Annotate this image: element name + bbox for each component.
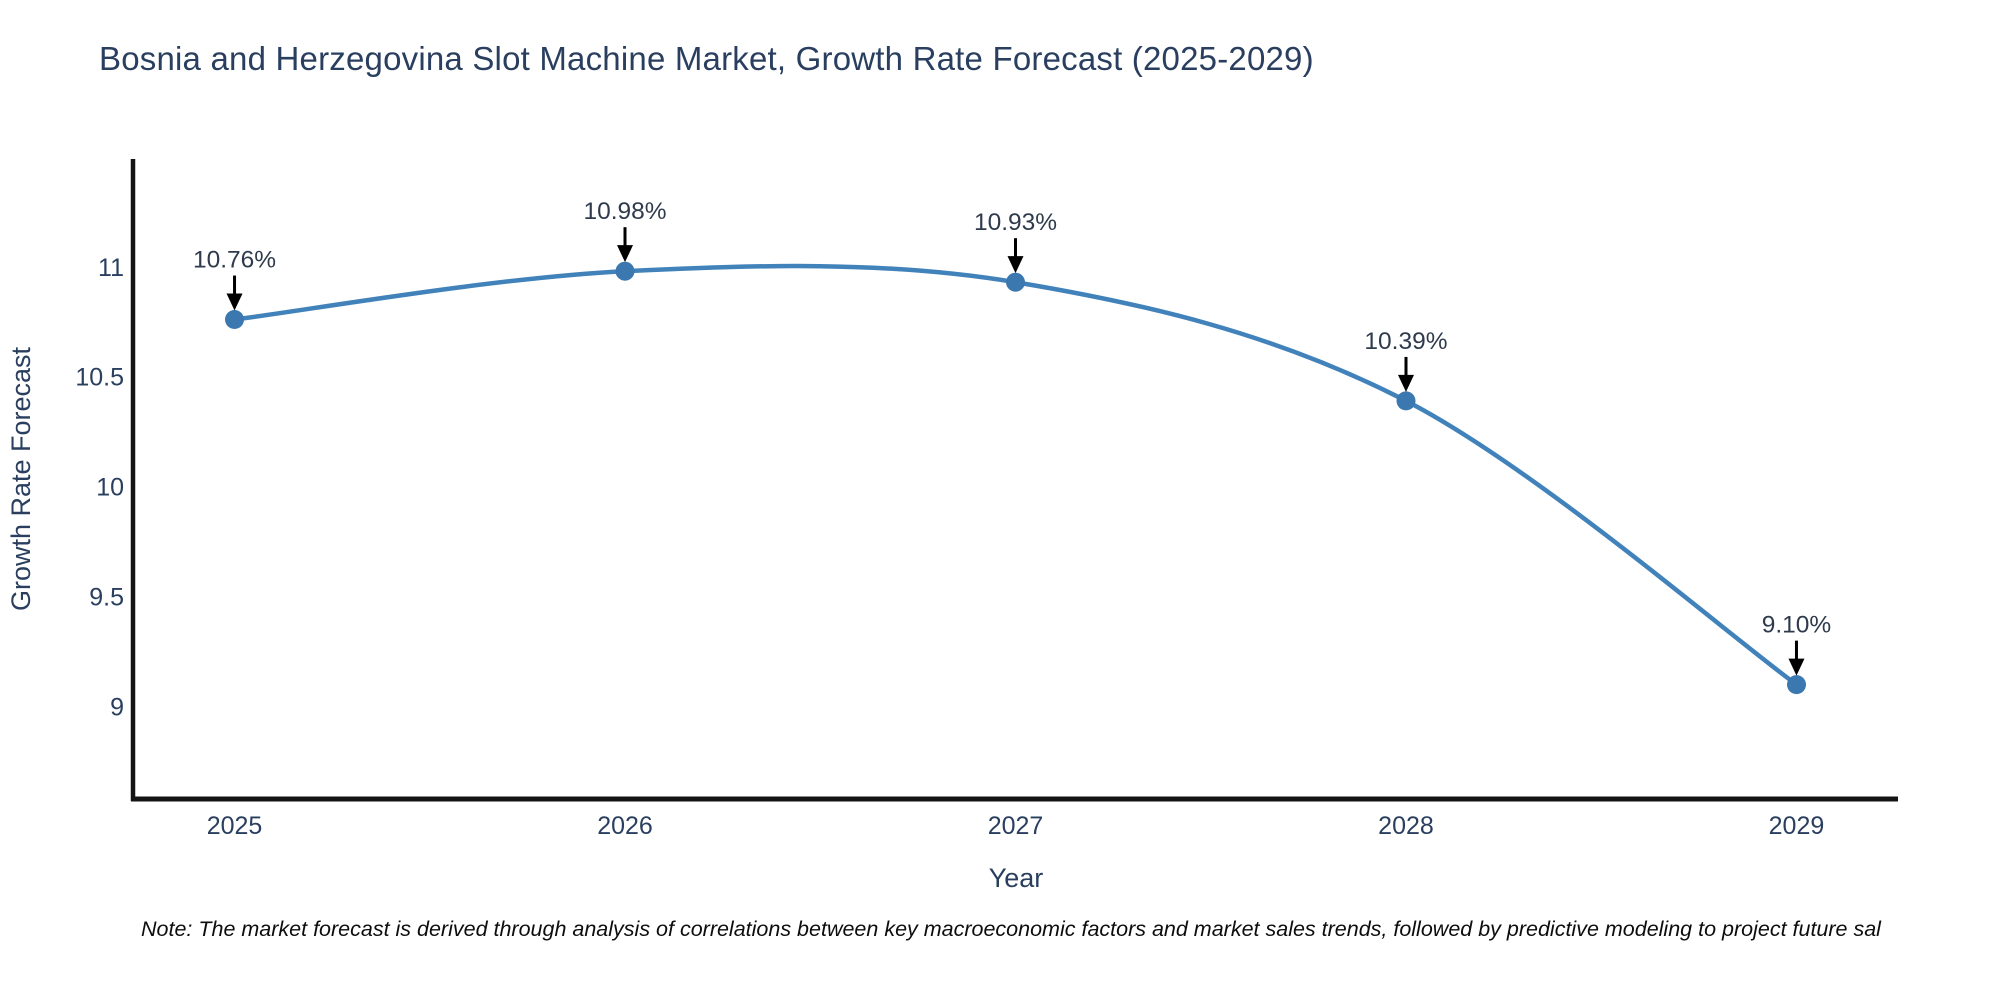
data-point-marker[interactable]: [225, 310, 244, 329]
chart-footnote: Note: The market forecast is derived thr…: [141, 917, 1881, 941]
data-point-label: 9.10%: [1762, 612, 1831, 639]
annotation-arrow-head-icon: [226, 293, 243, 311]
y-tick-label: 10.5: [75, 364, 124, 392]
y-tick-label: 10: [96, 474, 124, 502]
data-annotations: 10.76% 10.98% 10.93% 10.39% 9.10%: [193, 198, 1831, 676]
x-tick-label: 2025: [207, 812, 263, 840]
x-tick-label: 2028: [1378, 812, 1434, 840]
y-axis-title: Growth Rate Forecast: [6, 346, 36, 611]
y-tick-label: 9.5: [89, 584, 124, 612]
annotation-arrow-head-icon: [1788, 658, 1805, 676]
chart-title: Bosnia and Herzegovina Slot Machine Mark…: [99, 40, 1314, 77]
axis-ticks: 9 9.5 10 10.5 11 2025 2026 2027 2028 2029: [75, 254, 1824, 840]
data-point-label: 10.76%: [193, 247, 276, 274]
data-point-label: 10.93%: [974, 209, 1057, 236]
x-axis-title: Year: [989, 863, 1044, 893]
data-point-label: 10.39%: [1364, 328, 1447, 355]
data-point-label: 10.98%: [583, 198, 666, 225]
data-point-marker[interactable]: [615, 261, 635, 281]
annotation-arrow-head-icon: [1007, 256, 1024, 274]
forecast-line: [232, 263, 1799, 687]
y-tick-label: 11: [98, 254, 124, 282]
data-point-marker[interactable]: [1006, 272, 1025, 292]
forecast-line-series: [225, 261, 1806, 695]
data-point-marker[interactable]: [1396, 391, 1416, 411]
data-point-marker[interactable]: [1787, 675, 1806, 695]
x-tick-label: 2029: [1769, 812, 1825, 840]
x-tick-label: 2026: [597, 812, 653, 840]
y-tick-label: 9: [110, 694, 124, 722]
annotation-arrow-head-icon: [617, 245, 634, 263]
annotation-arrow-head-icon: [1397, 374, 1414, 392]
axes: [130, 159, 1898, 802]
x-tick-label: 2027: [988, 812, 1044, 840]
